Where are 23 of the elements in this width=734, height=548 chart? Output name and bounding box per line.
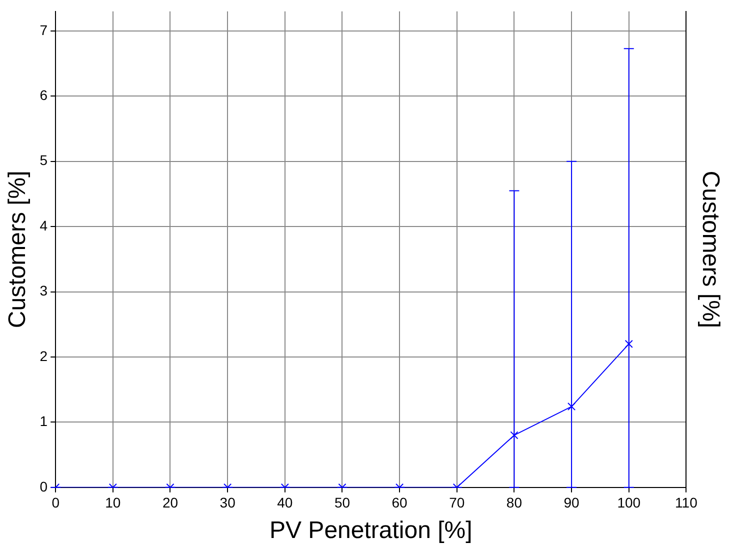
x-tick-label: 20 xyxy=(162,494,178,511)
x-tick-label: 110 xyxy=(675,494,698,511)
y2-axis-title: Customers [%] xyxy=(696,170,724,328)
x-tick-label: 10 xyxy=(105,494,121,511)
y-tick-label: 1 xyxy=(40,413,48,430)
x-tick-label: 70 xyxy=(449,494,465,511)
x-tick-label: 60 xyxy=(392,494,408,511)
y-axis-title: Customers [%] xyxy=(4,170,32,328)
x-tick-label: 30 xyxy=(220,494,236,511)
y-tick-label: 0 xyxy=(40,478,48,494)
y-tick-label: 7 xyxy=(40,22,48,38)
y-tick-label: 5 xyxy=(40,152,48,168)
x-tick-label: 80 xyxy=(506,494,522,511)
y-tick-label: 2 xyxy=(40,348,48,364)
x-tick-label: 40 xyxy=(277,494,293,511)
y-tick-label: 3 xyxy=(40,282,48,299)
x-tick-label: 100 xyxy=(617,494,641,511)
x-tick-label: 0 xyxy=(52,494,60,511)
x-axis-title: PV Penetration [%] xyxy=(270,517,472,544)
x-tick-label: 90 xyxy=(564,494,580,511)
y-tick-label: 6 xyxy=(40,87,48,104)
x-tick-label: 50 xyxy=(334,494,350,511)
y-tick-label: 4 xyxy=(40,217,48,234)
